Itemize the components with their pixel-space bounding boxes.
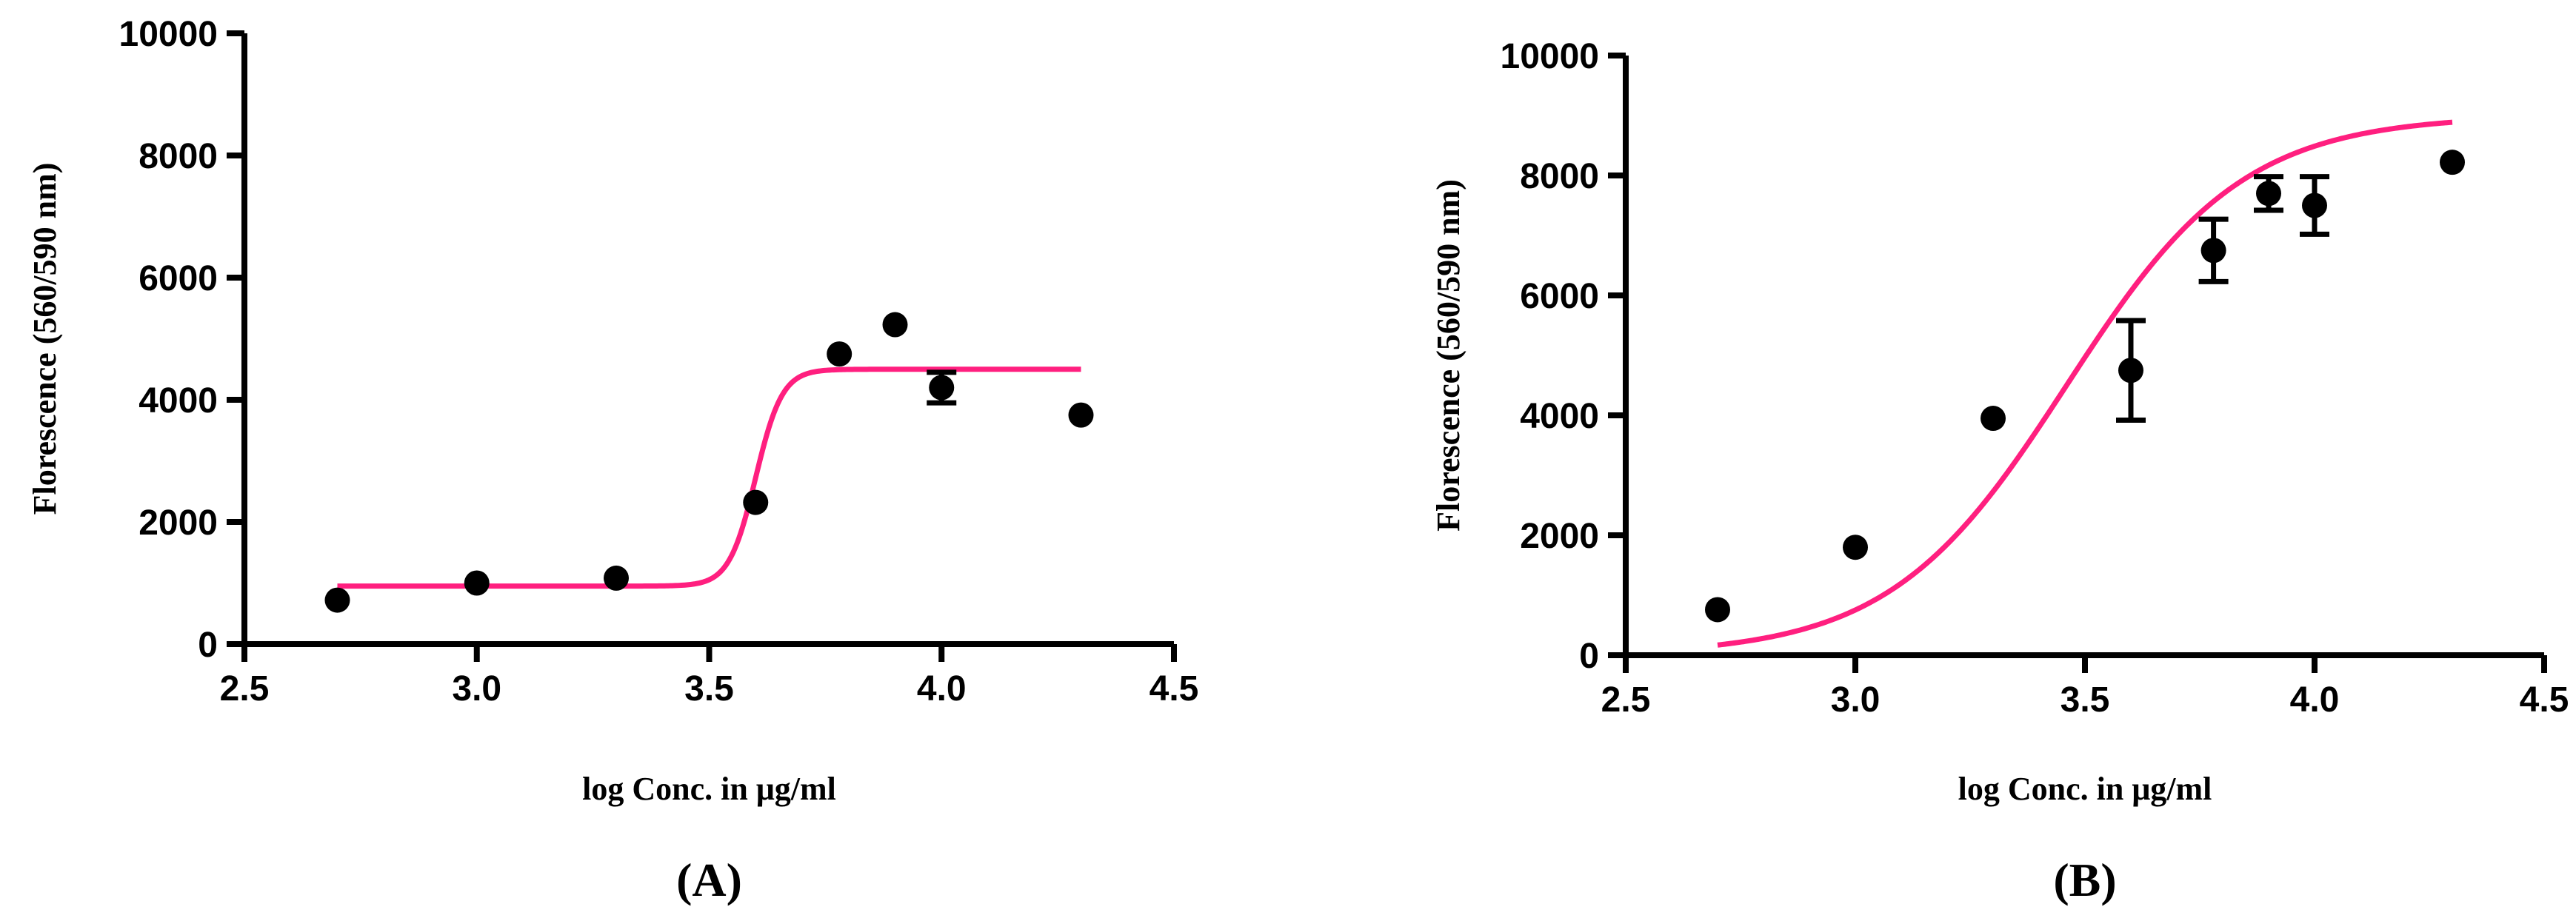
x-tick-label: 2.5 — [220, 669, 270, 709]
panel-label-b: (B) — [2053, 854, 2116, 906]
data-point — [1981, 406, 2006, 432]
y-tick-label: 2000 — [1520, 517, 1599, 556]
fit-curve — [1717, 119, 2453, 648]
data-point — [743, 489, 769, 515]
x-axis-ticks: 2.5 3.0 3.5 4.0 4.5 — [1601, 655, 2569, 720]
x-tick-label: 2.5 — [1601, 680, 1651, 720]
data-point — [464, 570, 490, 596]
x-tick-label: 3.0 — [452, 669, 501, 709]
data-points — [324, 312, 1094, 613]
data-point — [1705, 597, 1730, 623]
y-tick-label: 4000 — [1520, 397, 1599, 436]
fit-curve — [337, 366, 1081, 589]
y-axis-label: Florescence (560/590 nm) — [27, 163, 63, 515]
x-tick-label: 4.0 — [917, 669, 967, 709]
y-tick-label: 0 — [1579, 637, 1599, 676]
data-point — [929, 375, 955, 401]
chart-panel-b: 0 2000 4000 6000 8000 10000 2.5 3.0 3.5 4.0 4.5 l… — [1430, 37, 2569, 906]
y-tick-label: 8000 — [139, 137, 218, 176]
chart-axes — [241, 33, 1174, 647]
chart-panel-a: 0 2000 4000 6000 8000 10000 2.5 3.0 3.5 4.0 4.5 l… — [27, 15, 1198, 906]
data-points — [1705, 150, 2465, 623]
y-axis-ticks: 0 2000 4000 6000 8000 10000 — [119, 15, 244, 665]
data-point — [324, 587, 350, 613]
data-point — [2200, 238, 2226, 264]
x-tick-label: 4.0 — [2290, 680, 2340, 720]
data-point — [2118, 358, 2143, 384]
x-axis-label: log Conc. in μg/ml — [582, 771, 836, 807]
x-tick-label: 4.5 — [2520, 680, 2569, 720]
x-tick-label: 3.5 — [2061, 680, 2110, 720]
data-point — [2302, 192, 2327, 218]
y-tick-label: 2000 — [139, 503, 218, 543]
data-point — [882, 312, 908, 338]
panel-label-a: (A) — [676, 854, 742, 906]
y-axis-ticks: 0 2000 4000 6000 8000 10000 — [1501, 37, 1626, 676]
x-tick-label: 4.5 — [1149, 669, 1199, 709]
data-point — [1843, 535, 1868, 560]
data-point — [2440, 150, 2465, 175]
data-point — [2256, 181, 2281, 207]
y-tick-label: 10000 — [1501, 37, 1599, 76]
data-point — [604, 565, 629, 591]
data-point — [827, 341, 852, 367]
y-tick-label: 4000 — [139, 381, 218, 421]
x-tick-label: 3.5 — [684, 669, 734, 709]
x-axis-label: log Conc. in μg/ml — [1958, 771, 2212, 807]
y-axis-label: Florescence (560/590 nm) — [1430, 179, 1466, 532]
y-tick-label: 0 — [198, 626, 218, 665]
y-tick-label: 8000 — [1520, 157, 1599, 196]
y-tick-label: 6000 — [139, 259, 218, 298]
y-tick-label: 6000 — [1520, 277, 1599, 316]
data-point — [1068, 402, 1094, 428]
x-tick-label: 3.0 — [1831, 680, 1881, 720]
x-axis-ticks: 2.5 3.0 3.5 4.0 4.5 — [220, 644, 1199, 709]
y-tick-label: 10000 — [119, 15, 218, 54]
